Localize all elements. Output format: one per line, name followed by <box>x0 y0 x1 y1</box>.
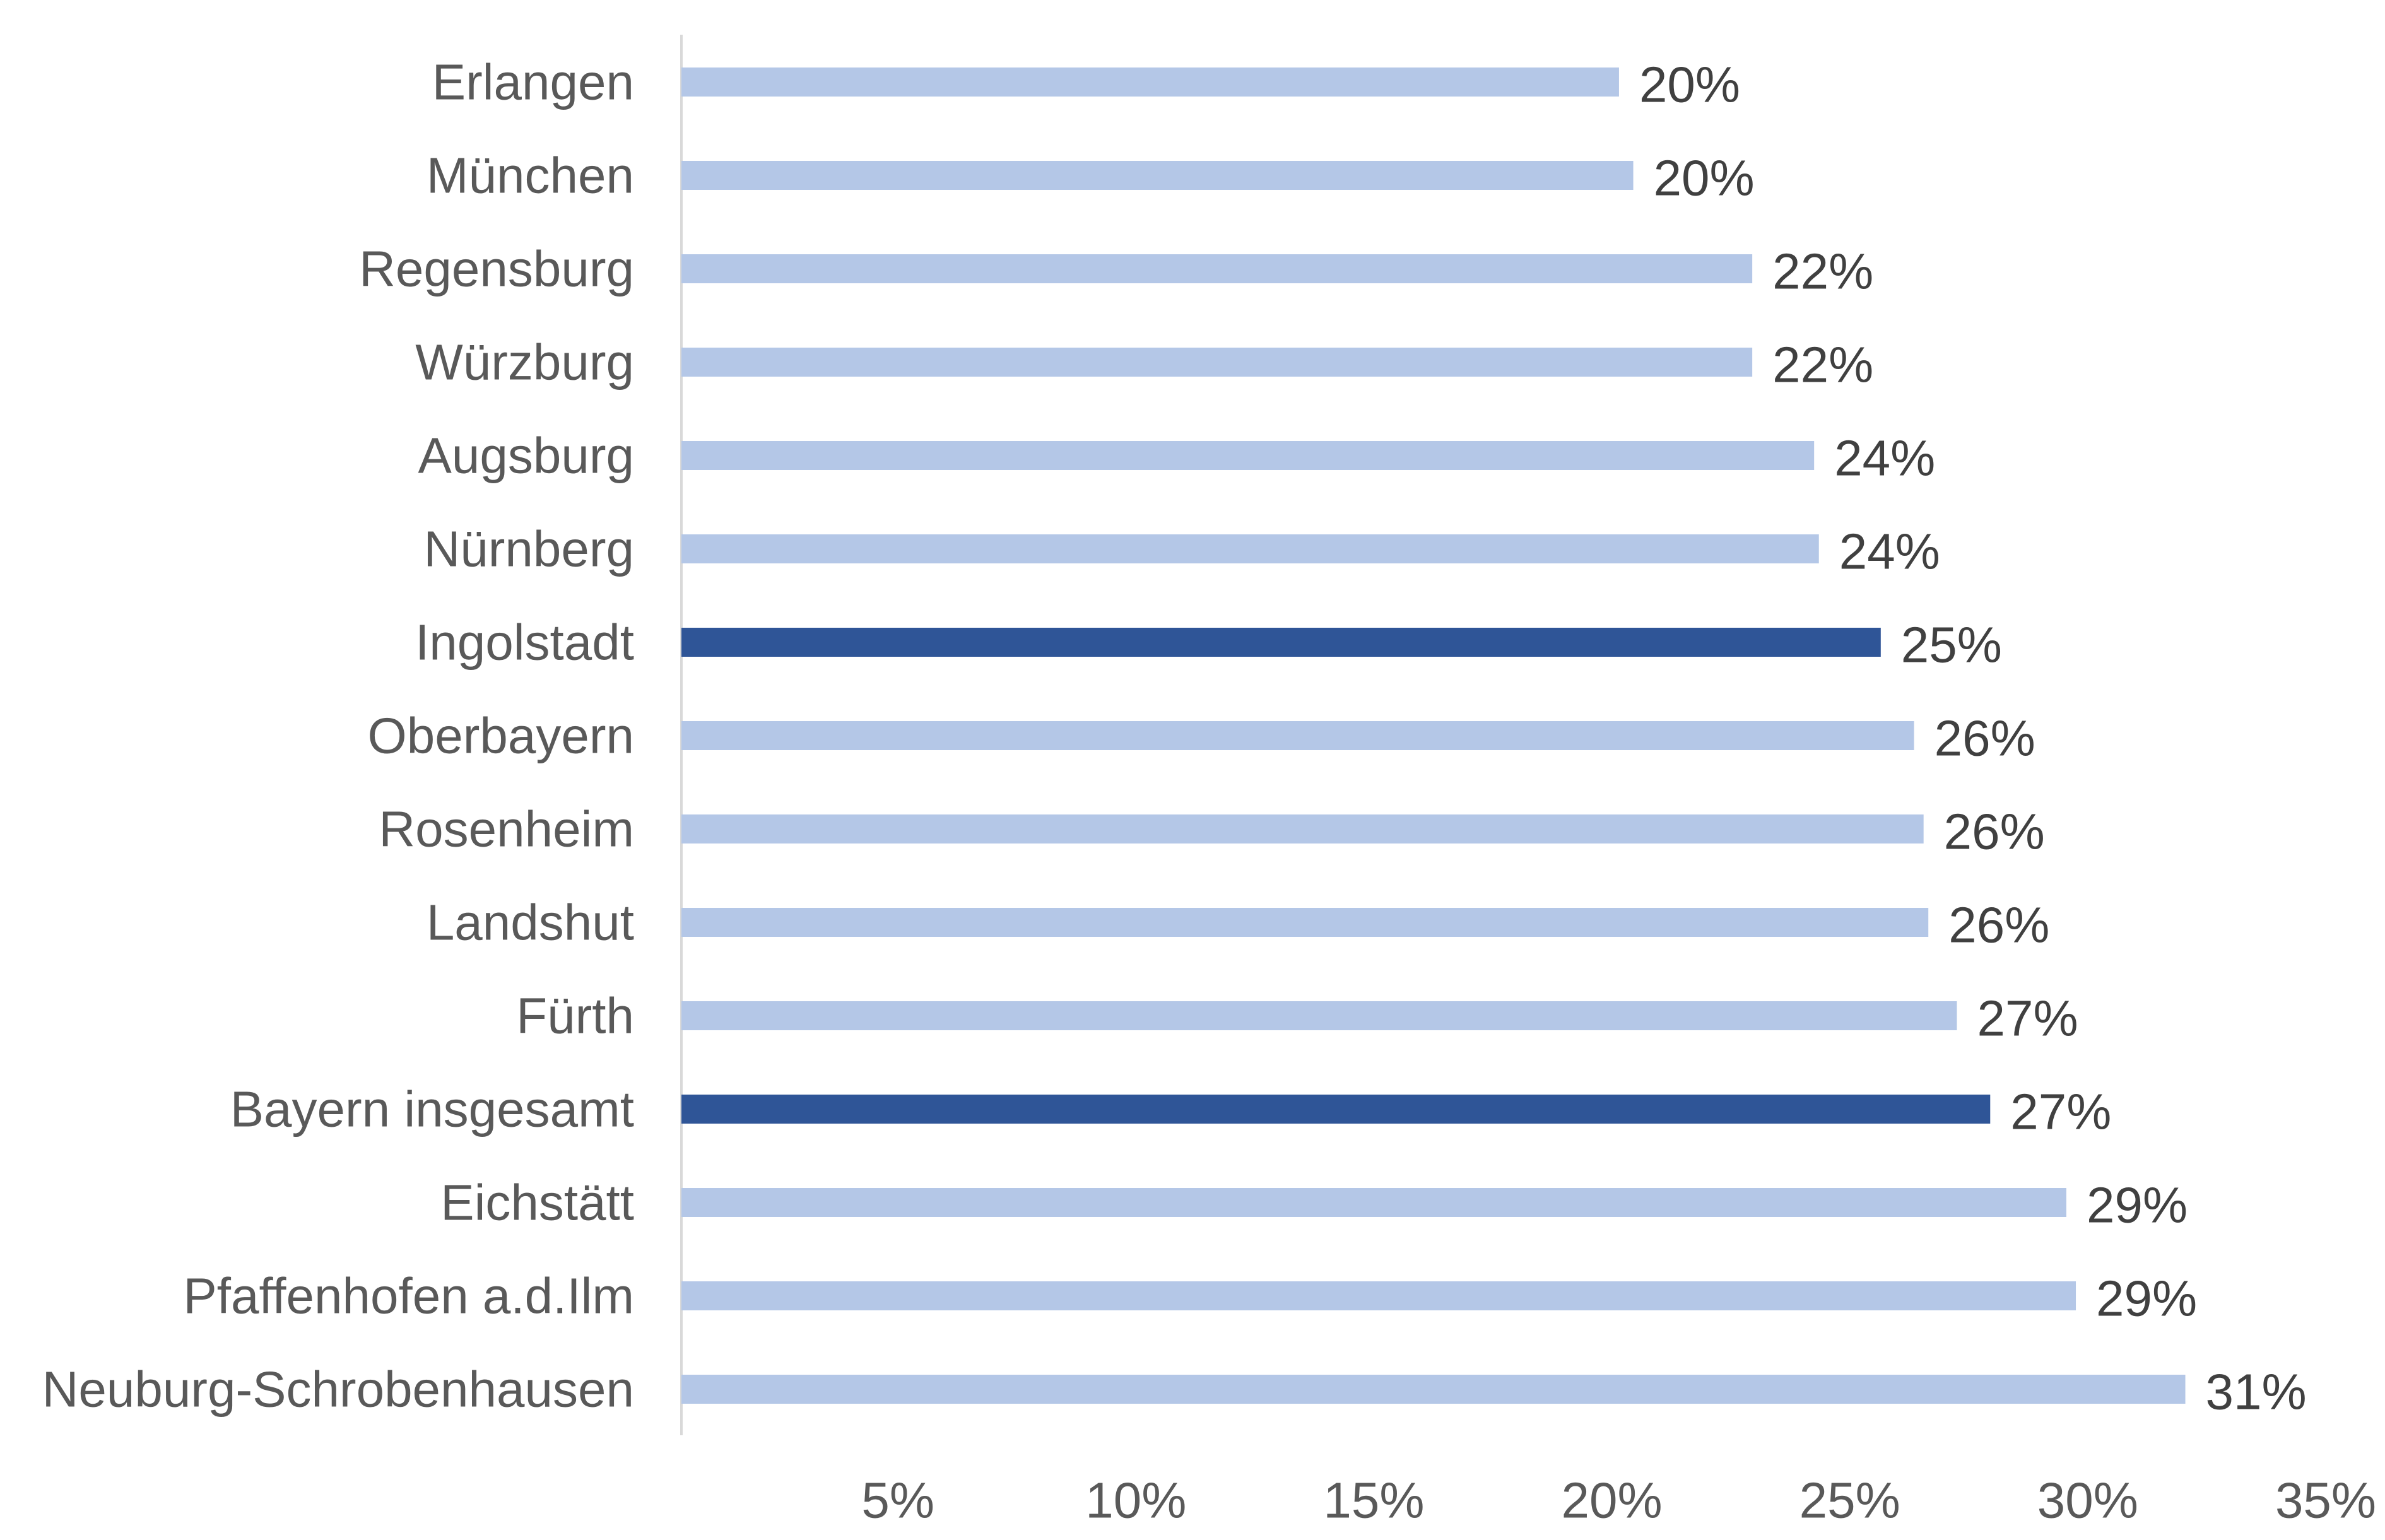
x-tick-label-25: 25% <box>1799 1472 1900 1529</box>
category-label-augsburg: Augsburg <box>418 428 634 484</box>
data-label-augsburg: 24% <box>1834 430 1935 486</box>
bar-neuburg-schrobenhausen <box>681 1375 2186 1404</box>
bar-munchen <box>681 161 1634 190</box>
category-label-nurnberg: Nürnberg <box>423 521 634 577</box>
category-labels-group: Erlangen München Regensburg Würzburg Augsbur… <box>42 54 634 1418</box>
data-label-regensburg: 22% <box>1772 244 1873 300</box>
bar-rosenheim <box>681 814 1924 843</box>
category-label-munchen: München <box>427 148 634 204</box>
data-label-oberbayern: 26% <box>1934 710 2035 767</box>
data-label-nurnberg: 24% <box>1839 524 1940 580</box>
category-label-oberbayern: Oberbayern <box>368 708 634 764</box>
bar-pfaffenhofen-a-d-ilm <box>681 1281 2076 1310</box>
category-label-eichstatt: Eichstätt <box>440 1175 634 1231</box>
bar-landshut <box>681 908 1929 937</box>
data-label-landshut: 26% <box>1948 897 2049 953</box>
category-label-bayern-insgesamt: Bayern insgesamt <box>230 1081 634 1137</box>
data-label-munchen: 20% <box>1654 150 1755 206</box>
data-labels-group: 20% 20% 22% 22% 24% 24% 25% 26% 26% 26% 27% 27% 29% 2… <box>1639 57 2307 1420</box>
bars-group <box>681 68 2186 1404</box>
bar-oberbayern <box>681 721 1914 750</box>
data-label-pfaffenhofen-a-d-ilm: 29% <box>2096 1271 2197 1327</box>
x-tick-labels-group: 5% 10% 15% 20% 25% 30% 35% <box>861 1472 2376 1529</box>
bar-erlangen <box>681 68 1619 97</box>
category-label-landshut: Landshut <box>427 895 634 951</box>
x-tick-label-20: 20% <box>1562 1472 1663 1529</box>
data-label-rosenheim: 26% <box>1944 804 2045 860</box>
category-label-rosenheim: Rosenheim <box>379 801 634 857</box>
bar-nurnberg <box>681 534 1819 563</box>
bar-augsburg <box>681 441 1815 470</box>
data-label-erlangen: 20% <box>1639 57 1740 113</box>
bar-bayern-insgesamt <box>681 1095 1991 1124</box>
x-tick-label-30: 30% <box>2037 1472 2138 1529</box>
category-label-furth: Fürth <box>516 988 634 1044</box>
data-label-ingolstadt: 25% <box>1901 617 2002 673</box>
category-label-neuburg-schrobenhausen: Neuburg-Schrobenhausen <box>42 1361 634 1418</box>
category-label-erlangen: Erlangen <box>432 54 634 110</box>
data-label-neuburg-schrobenhausen: 31% <box>2206 1364 2307 1420</box>
x-tick-label-10: 10% <box>1085 1472 1186 1529</box>
category-label-wurzburg: Würzburg <box>415 334 634 391</box>
category-label-ingolstadt: Ingolstadt <box>415 614 634 671</box>
x-tick-label-35: 35% <box>2275 1472 2376 1529</box>
x-tick-label-15: 15% <box>1323 1472 1424 1529</box>
data-label-eichstatt: 29% <box>2087 1177 2188 1233</box>
data-label-wurzburg: 22% <box>1772 337 1873 393</box>
x-tick-label-5: 5% <box>861 1472 934 1529</box>
bar-ingolstadt <box>681 628 1881 657</box>
category-label-regensburg: Regensburg <box>359 241 634 297</box>
bar-wurzburg <box>681 348 1753 377</box>
data-label-bayern-insgesamt: 27% <box>2010 1084 2111 1140</box>
category-label-pfaffenhofen-a-d-ilm: Pfaffenhofen a.d.Ilm <box>183 1268 634 1324</box>
data-label-furth: 27% <box>1977 990 2078 1047</box>
bar-eichstatt <box>681 1188 2066 1217</box>
bar-furth <box>681 1001 1957 1030</box>
bar-regensburg <box>681 254 1753 283</box>
